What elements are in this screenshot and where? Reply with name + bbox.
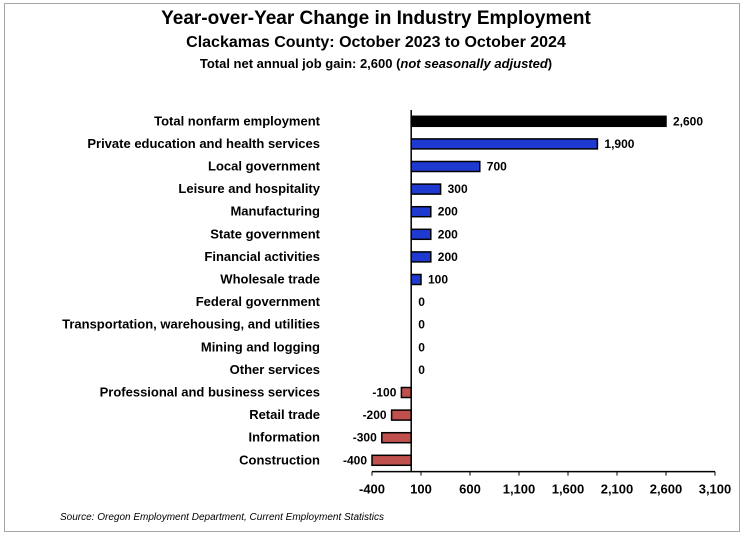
data-label: 200: [438, 205, 458, 219]
x-tick-label: 2,600: [650, 482, 683, 497]
category-label: Mining and logging: [201, 339, 320, 354]
category-label: Retail trade: [249, 407, 320, 422]
x-tick-label: 600: [459, 482, 481, 497]
bar: [410, 183, 442, 195]
category-label: Information: [249, 430, 321, 445]
bar: [410, 273, 422, 286]
subtitle-prefix: Total net annual job gain: 2,600 (: [199, 56, 401, 71]
data-label: -200: [363, 408, 387, 422]
bar: [410, 251, 432, 263]
data-label: -400: [343, 453, 367, 467]
data-label: 0: [418, 295, 425, 309]
subtitle-suffix: ): [547, 56, 553, 71]
data-label: 300: [448, 182, 468, 196]
bar: [410, 228, 432, 241]
chart-subtitle: Clackamas County: October 2023 to Octobe…: [186, 34, 566, 51]
bar: [400, 386, 412, 399]
data-label: 0: [418, 318, 425, 332]
data-label: 0: [418, 363, 425, 377]
category-label: Transportation, warehousing, and utiliti…: [62, 317, 320, 332]
source-note: Source: Oregon Employment Department, Cu…: [60, 512, 385, 523]
category-label: Local government: [208, 159, 321, 174]
data-label: 200: [438, 227, 458, 241]
category-label: Federal government: [196, 294, 321, 309]
category-label: Leisure and hospitality: [178, 181, 320, 196]
category-label: State government: [210, 226, 320, 241]
data-label: 2,600: [673, 114, 703, 128]
x-tick-label: 3,100: [699, 482, 732, 497]
x-tick-label: 100: [410, 482, 432, 497]
x-tick-label: -400: [359, 482, 385, 497]
category-label: Financial activities: [204, 249, 320, 264]
bar: [371, 454, 412, 467]
data-label: 0: [418, 340, 425, 354]
x-tick-label: 1,600: [552, 482, 585, 497]
category-label: Total nonfarm employment: [154, 113, 321, 128]
category-label: Manufacturing: [230, 204, 320, 219]
data-label: -300: [353, 431, 377, 445]
bar: [410, 160, 481, 173]
data-label: 700: [487, 160, 507, 174]
category-label: Professional and business services: [100, 385, 320, 400]
x-tick-label: 2,100: [601, 482, 634, 497]
category-label: Private education and health services: [87, 136, 320, 151]
data-label: 200: [438, 250, 458, 264]
chart-title: Year-over-Year Change in Industry Employ…: [161, 8, 591, 29]
bar: [410, 115, 667, 128]
category-label: Other services: [230, 362, 320, 377]
data-label: 1,900: [604, 137, 634, 151]
category-label: Construction: [239, 452, 320, 467]
category-label: Wholesale trade: [220, 272, 320, 287]
x-tick-label: 1,100: [503, 482, 536, 497]
bar: [410, 205, 432, 218]
data-label: -100: [372, 386, 396, 400]
bar: [410, 138, 599, 150]
chart-frame: [4, 3, 740, 532]
bar: [381, 431, 412, 444]
chart-subtitle-total: Total net annual job gain: 2,600 (not se…: [0, 56, 752, 71]
subtitle-italic: not seasonally adjusted: [400, 56, 548, 71]
data-label: 100: [428, 273, 448, 287]
bar: [390, 409, 412, 421]
